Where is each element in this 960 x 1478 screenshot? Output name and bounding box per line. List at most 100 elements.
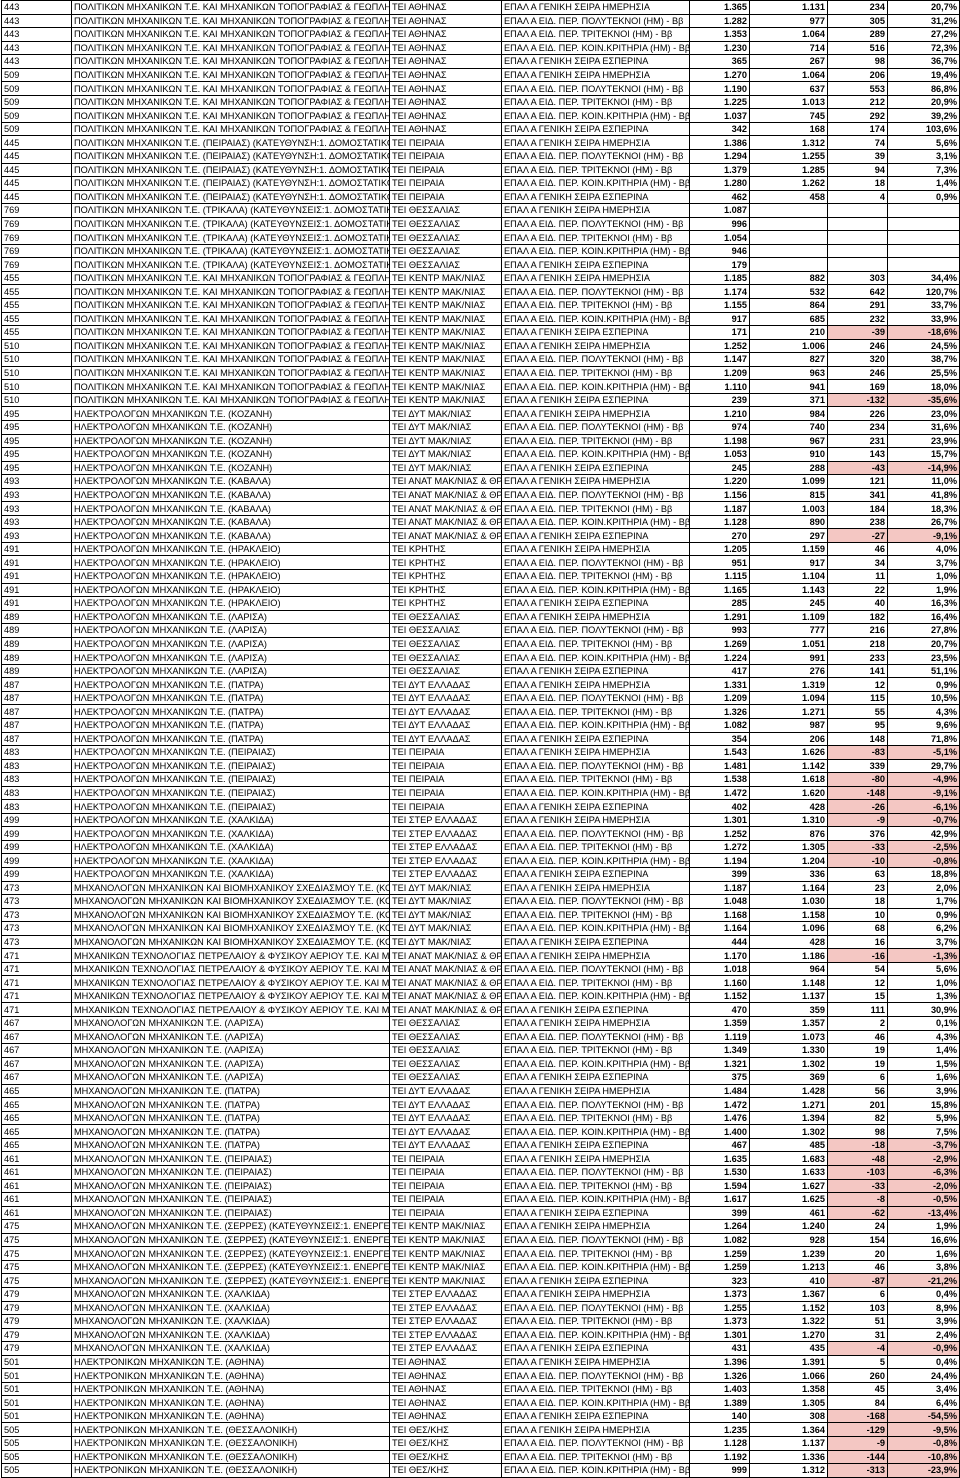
dept-name-cell: ΗΛΕΚΤΡΟΛΟΓΩΝ ΜΗΧΑΝΙΚΩΝ Τ.Ε. (ΗΡΑΚΛΕΙΟ) [71,582,390,598]
diff-cell: 12 [827,975,888,990]
category-cell: ΕΠΑΛ Α ΕΙΔ. ΠΕΡ. ΠΟΛΥΤΕΚΝΟΙ (ΗΜ) - Ββ [501,1097,690,1112]
dept-code-cell: 473 [1,934,72,950]
category-cell: ΕΠΑΛ Α ΓΕΝΙΚΗ ΣΕΙΡΑ ΗΜΕΡΗΣΙΑ [501,338,690,354]
score-old-cell: 1.391 [749,1354,828,1370]
score-old-cell: 685 [749,311,828,327]
dept-name-cell: ΗΛΕΚΤΡΟΛΟΓΩΝ ΜΗΧΑΝΙΚΩΝ Τ.Ε. (ΧΑΛΚΙΔΑ) [71,826,390,841]
dept-name-cell: ΗΛΕΚΤΡΟΛΟΓΩΝ ΜΗΧΑΝΙΚΩΝ Τ.Ε. (ΚΟΖΑΝΗ) [71,419,390,435]
score-new-cell: 1.301 [689,812,750,828]
diff-cell: 39 [827,149,888,164]
table-row: 769 ΠΟΛΙΤΙΚΩΝ ΜΗΧΑΝΙΚΩΝ Τ.Ε. (ΤΡΙΚΑΛΑ) (Κ… [1,203,960,218]
score-old-cell: 1.312 [749,135,828,150]
pct-change-cell: 0,4% [887,1354,960,1370]
score-old-cell: 1.633 [749,1165,828,1180]
category-cell: ΕΠΑΛ Α ΓΕΝΙΚΗ ΣΕΙΡΑ ΕΣΠΕΡΙΝΑ [501,257,690,272]
institution-cell: ΤΕΙ ΑΘΗΝΑΣ [389,108,502,123]
dept-code-cell: 489 [1,636,72,652]
score-new-cell: 1.115 [689,568,750,584]
score-new-cell: 1.326 [689,704,750,719]
diff-cell: 246 [827,365,888,381]
table-row: 769 ΠΟΛΙΤΙΚΩΝ ΜΗΧΑΝΙΚΩΝ Τ.Ε. (ΤΡΙΚΑΛΑ) (Κ… [1,257,960,272]
pct-change-cell: 15,8% [887,1097,960,1112]
dept-code-cell: 505 [1,1449,72,1465]
score-old-cell: 1.094 [749,690,828,706]
institution-cell: ΤΕΙ ΠΕΙΡΑΙΑ [389,1165,502,1180]
dept-code-cell: 509 [1,94,72,110]
diff-cell: -33 [827,839,888,855]
dept-name-cell: ΠΟΛΙΤΙΚΩΝ ΜΗΧΑΝΙΚΩΝ Τ.Ε. ΚΑΙ ΜΗΧΑΝΙΚΩΝ Τ… [71,67,390,83]
institution-cell: ΤΕΙ ΣΤΕΡ ΕΛΛΑΔΑΣ [389,1327,502,1343]
score-old-cell: 371 [749,392,828,408]
score-new-cell: 1.270 [689,67,750,83]
dept-code-cell: 493 [1,501,72,516]
diff-cell: 11 [827,568,888,584]
dept-name-cell: ΜΗΧΑΝΟΛΟΓΩΝ ΜΗΧΑΝΙΚΩΝ ΚΑΙ ΒΙΟΜΗΧΑΝΙΚΟΥ Σ… [71,880,390,896]
pct-change-cell: 16,6% [887,1232,960,1248]
dept-name-cell: ΠΟΛΙΤΙΚΩΝ ΜΗΧΑΝΙΚΩΝ Τ.Ε. ΚΑΙ ΜΗΧΑΝΙΚΩΝ Τ… [71,338,390,354]
diff-cell [827,203,888,218]
score-new-cell: 1.617 [689,1192,750,1207]
pct-change-cell: 18,8% [887,867,960,882]
category-cell: ΕΠΑΛ Α ΓΕΝΙΚΗ ΣΕΙΡΑ ΗΜΕΡΗΣΙΑ [501,203,690,218]
dept-code-cell: 455 [1,325,72,340]
score-new-cell: 354 [689,731,750,747]
score-new-cell: 1.594 [689,1178,750,1194]
pct-change-cell: 31,6% [887,419,960,435]
dept-name-cell: ΗΛΕΚΤΡΟΛΟΓΩΝ ΜΗΧΑΝΙΚΩΝ Τ.Ε. (ΚΑΒΑΛΑ) [71,501,390,516]
institution-cell: ΤΕΙ ΑΝΑΤ ΜΑΚ/ΝΙΑΣ & ΘΡΑΚΗΣ [389,487,502,503]
score-new-cell: 1.225 [689,94,750,110]
score-new-cell: 1.194 [689,853,750,868]
pct-change-cell: 86,8% [887,81,960,96]
diff-cell: 234 [827,0,888,15]
institution-cell: ΤΕΙ ΑΝΑΤ ΜΑΚ/ΝΙΑΣ & ΘΡΑΚΗΣ [389,1002,502,1017]
category-cell: ΕΠΑΛ Α ΓΕΝΙΚΗ ΣΕΙΡΑ ΗΜΕΡΗΣΙΑ [501,1151,690,1167]
category-cell: ΕΠΑΛ Α ΓΕΝΙΚΗ ΣΕΙΡΑ ΗΜΕΡΗΣΙΑ [501,1083,690,1099]
table-row: 479 ΜΗΧΑΝΟΛΟΓΩΝ ΜΗΧΑΝΙΚΩΝ Τ.Ε. (ΧΑΛΚΙΔΑ) Τ… [1,1327,960,1343]
dept-code-cell: 475 [1,1259,72,1275]
pct-change-cell: -35,6% [887,392,960,408]
score-new-cell: 1.353 [689,27,750,42]
category-cell: ΕΠΑΛ Α ΕΙΔ. ΠΕΡ. ΠΟΛΥΤΕΚΝΟΙ (ΗΜ) - Ββ [501,81,690,96]
score-old-cell [749,230,828,245]
table-row: 495 ΗΛΕΚΤΡΟΛΟΓΩΝ ΜΗΧΑΝΙΚΩΝ Τ.Ε. (ΚΟΖΑΝΗ) Τ… [1,406,960,421]
institution-cell: ΤΕΙ ΑΘΗΝΑΣ [389,94,502,110]
table-row: 475 ΜΗΧΑΝΟΛΟΓΩΝ ΜΗΧΑΝΙΚΩΝ Τ.Ε. (ΣΕΡΡΕΣ) (… [1,1219,960,1234]
institution-cell: ΤΕΙ ΔΥΤ ΕΛΛΑΔΑΣ [389,1124,502,1139]
dept-name-cell: ΜΗΧΑΝΟΛΟΓΩΝ ΜΗΧΑΝΙΚΩΝ Τ.Ε. (ΠΕΙΡΑΙΑΣ) [71,1192,390,1207]
table-row: 465 ΜΗΧΑΝΟΛΟΓΩΝ ΜΗΧΑΝΙΚΩΝ Τ.Ε. (ΠΑΤΡΑ) ΤΕΙ… [1,1097,960,1112]
pct-change-cell: 24,5% [887,338,960,354]
score-old-cell [749,216,828,232]
dept-code-cell: 473 [1,880,72,896]
dept-name-cell: ΜΗΧΑΝΟΛΟΓΩΝ ΜΗΧΑΝΙΚΩΝ Τ.Ε. (ΠΕΙΡΑΙΑΣ) [71,1151,390,1167]
dept-code-cell: 455 [1,298,72,313]
dept-name-cell: ΗΛΕΚΤΡΟΛΟΓΩΝ ΜΗΧΑΝΙΚΩΝ Τ.Ε. (ΚΟΖΑΝΗ) [71,447,390,462]
pct-change-cell: 8,9% [887,1300,960,1316]
table-row: 505 ΗΛΕΚΤΡΟΝΙΚΩΝ ΜΗΧΑΝΙΚΩΝ Τ.Ε. (ΘΕΣΣΑΛΟΝ… [1,1463,960,1478]
table-row: 465 ΜΗΧΑΝΟΛΟΓΩΝ ΜΗΧΑΝΙΚΩΝ Τ.Ε. (ΠΑΤΡΑ) ΤΕΙ… [1,1137,960,1153]
category-cell: ΕΠΑΛ Α ΕΙΔ. ΠΕΡ. ΚΟΙΝ.ΚΡΙΤΗΡΙΑ (ΗΜ) - Ββ [501,176,690,191]
institution-cell: ΤΕΙ ΘΕΣΣΑΛΙΑΣ [389,650,502,665]
pct-change-cell: 3,1% [887,149,960,164]
dept-name-cell: ΠΟΛΙΤΙΚΩΝ ΜΗΧΑΝΙΚΩΝ Τ.Ε. ΚΑΙ ΜΗΧΑΝΙΚΩΝ Τ… [71,392,390,408]
dept-code-cell: 479 [1,1341,72,1356]
category-cell: ΕΠΑΛ Α ΕΙΔ. ΠΕΡ. ΠΟΛΥΤΕΚΝΟΙ (ΗΜ) - Ββ [501,1300,690,1316]
dept-code-cell: 455 [1,311,72,327]
score-old-cell: 1.240 [749,1219,828,1234]
diff-cell: 68 [827,921,888,936]
institution-cell: ΤΕΙ ΚΡΗΤΗΣ [389,541,502,557]
pct-change-cell: -1,3% [887,948,960,963]
dept-name-cell: ΗΛΕΚΤΡΟΛΟΓΩΝ ΜΗΧΑΝΙΚΩΝ Τ.Ε. (ΠΑΤΡΑ) [71,690,390,706]
score-old-cell: 1.164 [749,880,828,896]
dept-code-cell: 505 [1,1435,72,1451]
dept-code-cell: 461 [1,1151,72,1167]
dept-code-cell: 455 [1,284,72,300]
institution-cell: ΤΕΙ ΚΕΝΤΡ ΜΑΚ/ΝΙΑΣ [389,311,502,327]
category-cell: ΕΠΑΛ Α ΕΙΔ. ΠΕΡ. ΚΟΙΝ.ΚΡΙΤΗΡΙΑ (ΗΜ) - Ββ [501,514,690,530]
table-row: 445 ΠΟΛΙΤΙΚΩΝ ΜΗΧΑΝΙΚΩΝ Τ.Ε. (ΠΕΙΡΑΙΑΣ) (… [1,149,960,164]
dept-name-cell: ΗΛΕΚΤΡΟΛΟΓΩΝ ΜΗΧΑΝΙΚΩΝ Τ.Ε. (ΠΕΙΡΑΙΑΣ) [71,785,390,801]
dept-code-cell: 509 [1,121,72,137]
dept-code-cell: 509 [1,67,72,83]
table-row: 487 ΗΛΕΚΤΡΟΛΟΓΩΝ ΜΗΧΑΝΙΚΩΝ Τ.Ε. (ΠΑΤΡΑ) ΤΕ… [1,718,960,733]
category-cell: ΕΠΑΛ Α ΕΙΔ. ΠΕΡ. ΤΡΙΤΕΚΝΟΙ (ΗΜ) - Ββ [501,1178,690,1194]
